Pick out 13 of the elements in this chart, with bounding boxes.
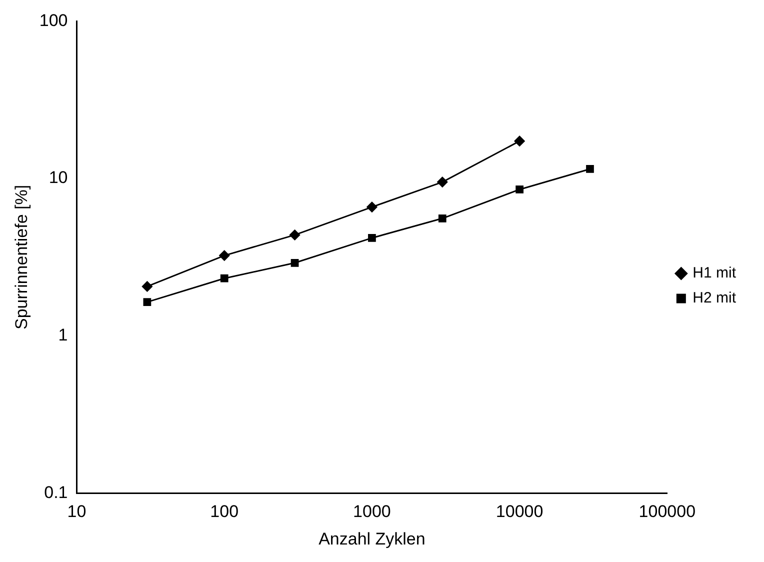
x-tick-label: 10	[67, 502, 86, 522]
x-tick-label: 10000	[496, 502, 544, 522]
y-tick-label: 100	[39, 10, 68, 30]
y-tick-label: 1	[58, 326, 68, 345]
y-tick-label: 10	[48, 168, 68, 188]
y-axis-title: Spurrinnentiefe [%]	[12, 184, 31, 330]
x-tick-label: 100	[210, 502, 239, 522]
x-tick-label: 100000	[638, 502, 696, 522]
x-axis-title: Anzahl Zyklen	[318, 529, 426, 548]
y-tick-label: 0.1	[44, 482, 68, 502]
legend-label: H1 mit	[692, 264, 737, 282]
legend-label: H2 mit	[692, 290, 737, 307]
x-tick-label: 1000	[353, 502, 391, 522]
